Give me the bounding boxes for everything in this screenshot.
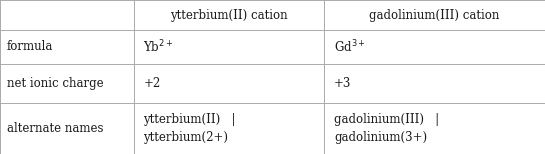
Text: Gd$^{3+}$: Gd$^{3+}$ bbox=[334, 39, 366, 55]
Text: net ionic charge: net ionic charge bbox=[7, 77, 103, 90]
Text: +2: +2 bbox=[143, 77, 161, 90]
Text: formula: formula bbox=[7, 41, 53, 53]
Text: Yb$^{2+}$: Yb$^{2+}$ bbox=[143, 39, 174, 55]
Text: alternate names: alternate names bbox=[7, 122, 103, 135]
Text: gadolinium(III) cation: gadolinium(III) cation bbox=[370, 8, 500, 22]
Text: gadolinium(III)   |
gadolinium(3+): gadolinium(III) | gadolinium(3+) bbox=[334, 113, 439, 144]
Text: +3: +3 bbox=[334, 77, 352, 90]
Text: ytterbium(II)   |
ytterbium(2+): ytterbium(II) | ytterbium(2+) bbox=[143, 113, 235, 144]
Text: ytterbium(II) cation: ytterbium(II) cation bbox=[170, 8, 288, 22]
